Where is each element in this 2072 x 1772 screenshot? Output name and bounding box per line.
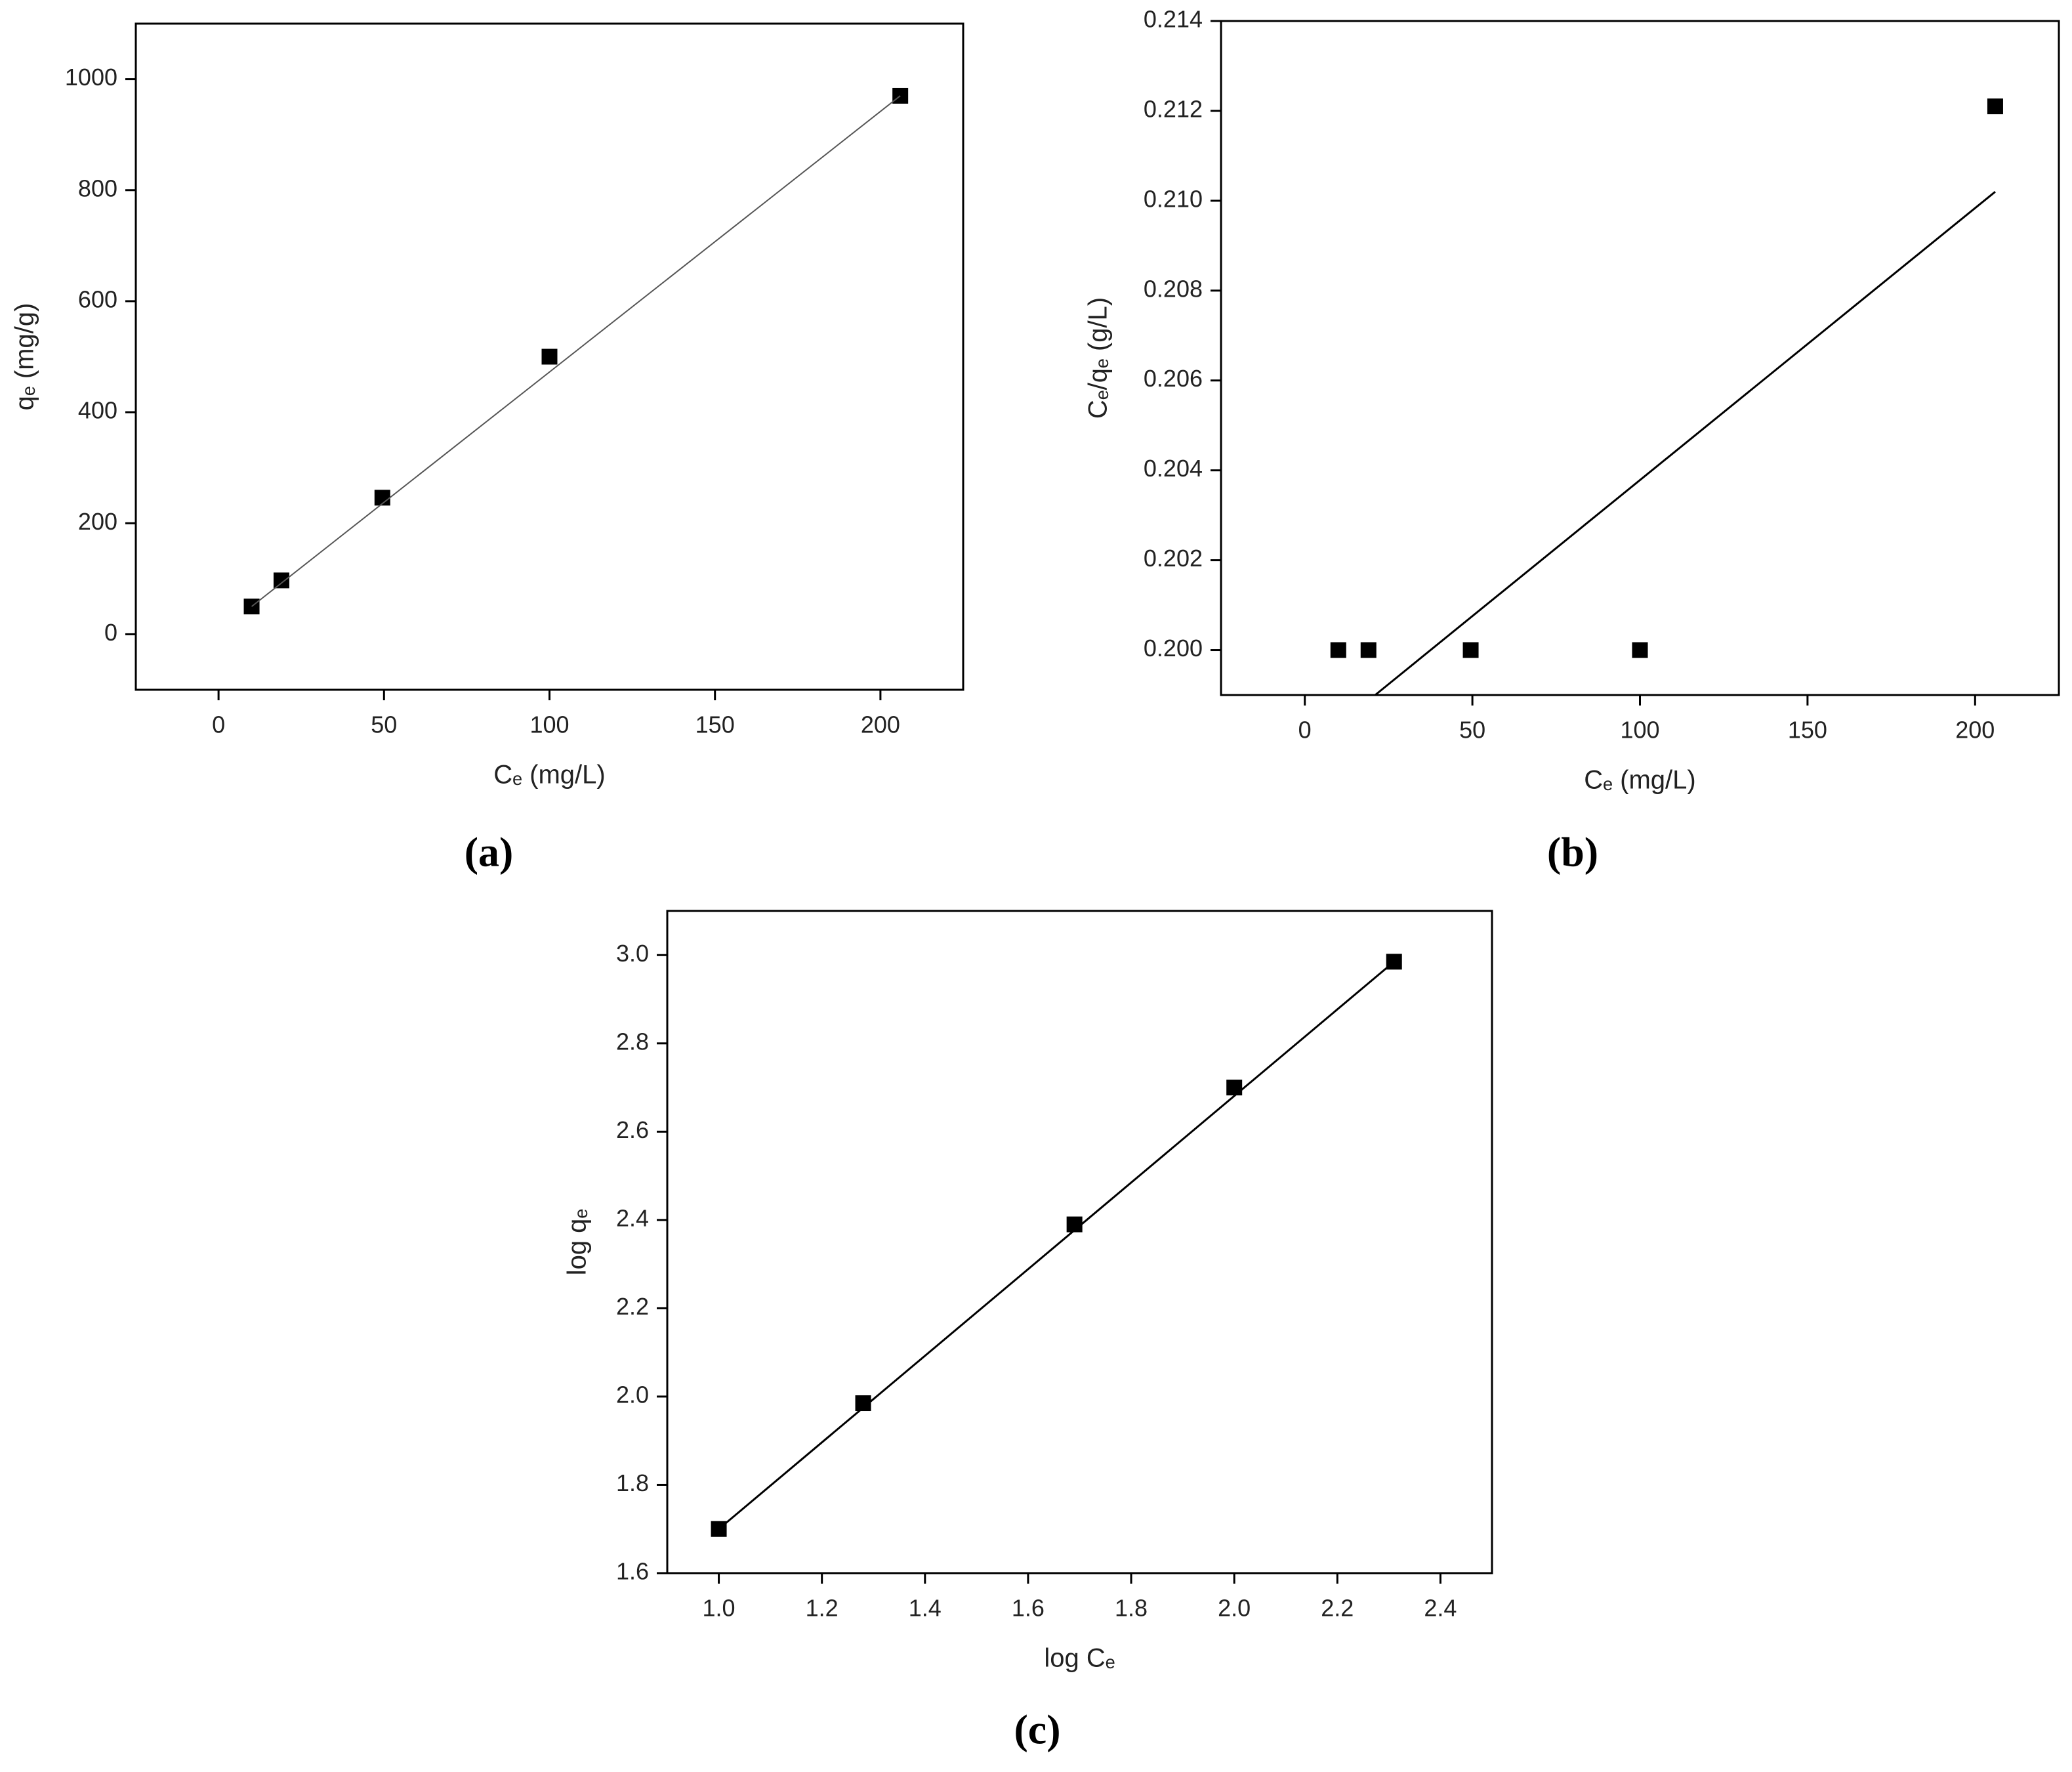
fit-line (1375, 191, 1996, 696)
y-tick-label: 1.6 (616, 1558, 649, 1585)
x-tick-label: 50 (1459, 717, 1485, 744)
x-tick-label: 100 (1620, 717, 1659, 744)
x-tick-label: 2.0 (1218, 1595, 1251, 1622)
caption: (b) (1547, 829, 1598, 875)
x-tick-label: 200 (861, 711, 900, 738)
y-tick-label: 600 (78, 285, 117, 312)
y-tick-label: 0.208 (1144, 275, 1203, 302)
y-tick-label: 2.2 (616, 1293, 649, 1320)
y-tick-label: 0.202 (1144, 545, 1203, 572)
x-tick-label: 1.0 (703, 1595, 736, 1622)
y-tick-label: 200 (78, 508, 117, 535)
y-tick-label: 1.8 (616, 1469, 649, 1496)
plot-frame (666, 910, 1493, 1574)
x-tick-label: 1.8 (1115, 1595, 1148, 1622)
y-axis-label: Cₑ/qₑ (g/L) (1084, 297, 1113, 419)
y-tick-label: 0 (104, 619, 117, 646)
x-tick-label: 0 (212, 711, 225, 738)
y-tick-label: 0.214 (1144, 6, 1203, 33)
x-tick-label: 1.2 (806, 1595, 839, 1622)
y-tick-label: 2.0 (616, 1381, 649, 1408)
y-axis-label: log qₑ (563, 1209, 592, 1276)
y-tick-label: 0.212 (1144, 95, 1203, 122)
x-axis-label: Cₑ (mg/L) (1584, 766, 1695, 795)
x-tick-label: 150 (695, 711, 735, 738)
x-axis-label: log Cₑ (1044, 1644, 1115, 1673)
y-tick-label: 800 (78, 175, 117, 201)
plot-frame (1220, 20, 2060, 696)
x-axis-label: Cₑ (mg/L) (493, 761, 605, 790)
x-tick-label: 100 (529, 711, 569, 738)
data-point (1330, 642, 1346, 658)
y-tick-label: 400 (78, 397, 117, 424)
x-tick-label: 2.4 (1424, 1595, 1457, 1622)
y-tick-label: 0.200 (1144, 635, 1203, 662)
y-tick-label: 3.0 (616, 940, 649, 967)
x-tick-label: 200 (1955, 717, 1995, 744)
y-tick-label: 0.210 (1144, 185, 1203, 212)
x-tick-label: 1.4 (909, 1595, 942, 1622)
data-point (1226, 1080, 1243, 1096)
y-tick-label: 2.6 (616, 1116, 649, 1143)
caption: (a) (465, 829, 514, 875)
y-tick-label: 1000 (65, 64, 117, 91)
x-tick-label: 2.2 (1321, 1595, 1354, 1622)
caption: (c) (1014, 1706, 1060, 1753)
y-tick-label: 0.204 (1144, 455, 1203, 482)
data-point (541, 348, 558, 365)
y-tick-label: 2.4 (616, 1204, 649, 1231)
data-point (273, 572, 289, 589)
fit-line (718, 961, 1395, 1530)
x-tick-label: 0 (1298, 717, 1312, 744)
y-tick-label: 0.206 (1144, 365, 1203, 392)
x-tick-label: 50 (371, 711, 397, 738)
data-point (1462, 642, 1479, 658)
fit-line (251, 95, 901, 607)
data-point (1632, 642, 1648, 658)
data-point (1987, 98, 2003, 115)
x-tick-label: 1.6 (1012, 1595, 1045, 1622)
y-tick-label: 2.8 (616, 1028, 649, 1055)
data-point (1360, 642, 1377, 658)
y-axis-label: qₑ (mg/g) (10, 303, 39, 411)
x-tick-label: 150 (1788, 717, 1827, 744)
